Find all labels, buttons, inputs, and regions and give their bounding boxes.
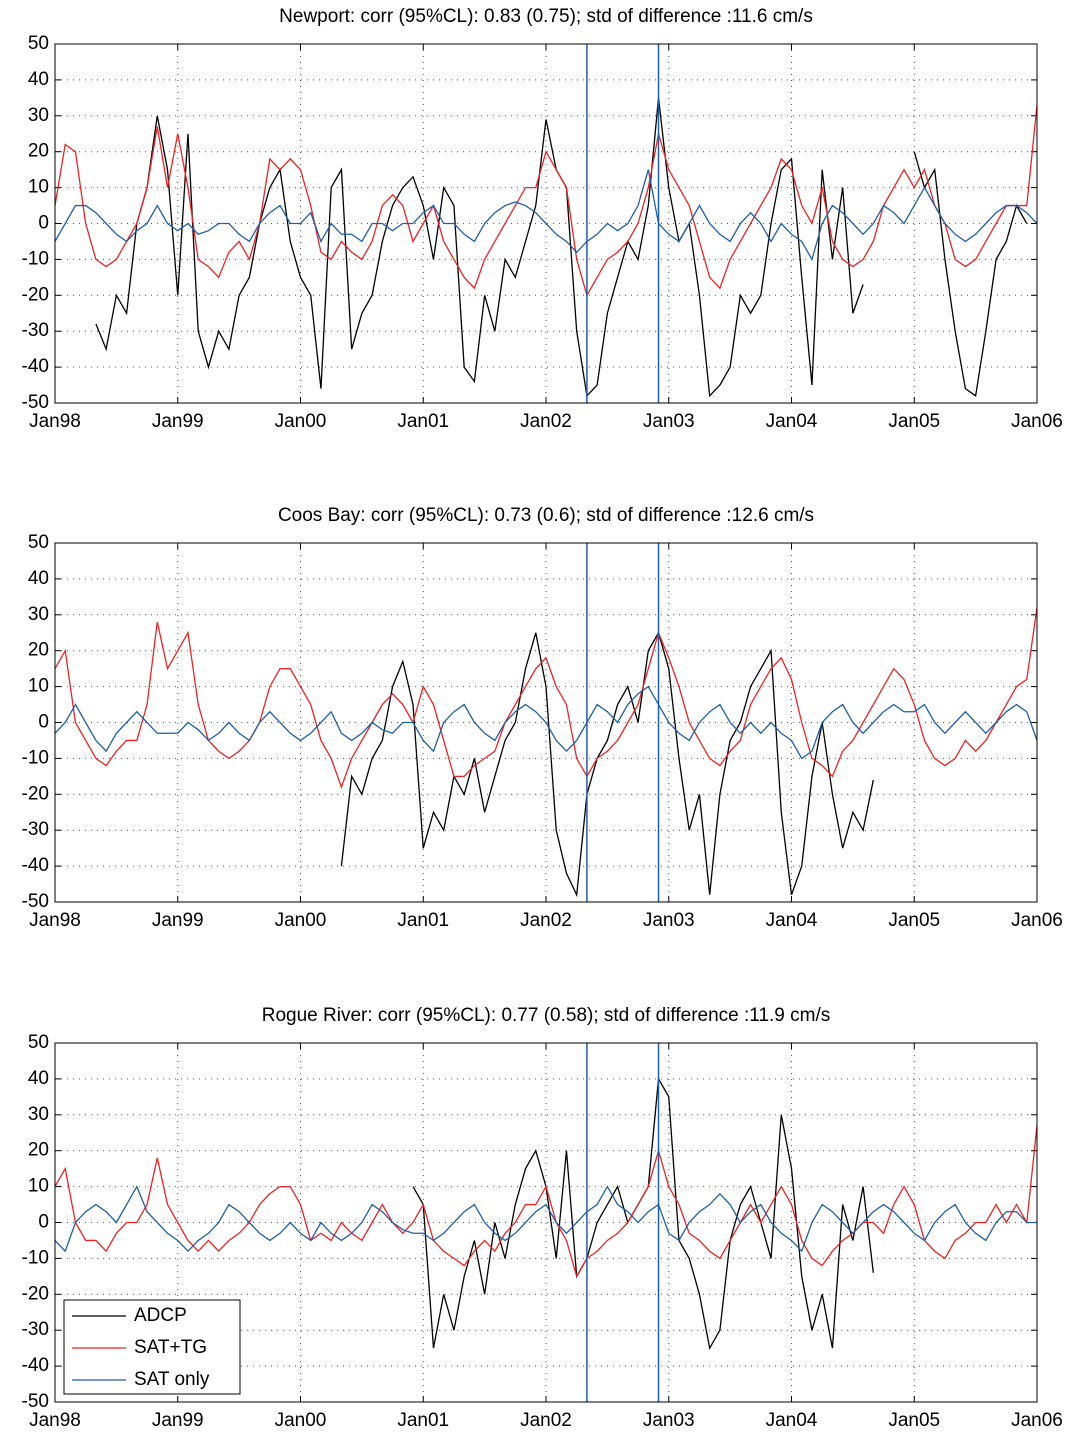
x-tick-label: Jan04	[766, 411, 818, 432]
x-tick-label: Jan98	[29, 411, 81, 432]
y-tick-label: -10	[22, 248, 49, 269]
x-tick-label: Jan00	[275, 1410, 327, 1431]
y-tick-label: 50	[28, 532, 49, 553]
y-tick-label: 10	[28, 1176, 49, 1197]
x-tick-label: Jan01	[397, 411, 449, 432]
y-tick-label: 10	[28, 177, 49, 198]
x-tick-label: Jan00	[275, 411, 327, 432]
axes-box	[54, 43, 1038, 404]
x-tick-label: Jan04	[766, 910, 818, 931]
x-tick-label: Jan02	[520, 910, 572, 931]
x-tick-label: Jan00	[275, 910, 327, 931]
x-tick-label: Jan03	[643, 1410, 695, 1431]
y-tick-label: -10	[22, 747, 49, 768]
y-tick-label: -30	[22, 320, 49, 341]
y-tick-label: -20	[22, 783, 49, 804]
y-tick-label: -50	[22, 1391, 49, 1412]
legend-label: SAT only	[134, 1369, 210, 1390]
y-tick-label: 30	[28, 1104, 49, 1125]
x-tick-label: Jan02	[520, 1410, 572, 1431]
series-line	[55, 607, 1037, 790]
y-tick-label: 40	[28, 568, 49, 589]
y-tick-label: 20	[28, 141, 49, 162]
chart-title: Coos Bay: corr (95%CL): 0.73 (0.6); std …	[278, 505, 814, 526]
legend: ADCP SAT+TG SAT only	[63, 1299, 241, 1395]
y-tick-label: 40	[28, 69, 49, 90]
series-line	[340, 631, 874, 898]
axes-box	[54, 1042, 1038, 1403]
y-tick-label: -50	[22, 891, 49, 912]
y-tick-label: -40	[22, 855, 49, 876]
y-tick-label: 0	[38, 712, 49, 733]
x-tick-label: Jan99	[152, 910, 204, 931]
x-tick-label: Jan04	[766, 1410, 818, 1431]
y-tick-label: 50	[28, 33, 49, 54]
y-tick-label: -40	[22, 1355, 49, 1376]
y-tick-label: -50	[22, 392, 49, 413]
y-tick-label: -10	[22, 1247, 49, 1268]
y-tick-label: 30	[28, 604, 49, 625]
x-tick-label: Jan05	[888, 910, 940, 931]
panel: Newport: corr (95%CL): 0.83 (0.75); std …	[22, 6, 1063, 432]
x-tick-label: Jan98	[29, 1410, 81, 1431]
x-tick-label: Jan06	[1011, 1410, 1063, 1431]
legend-label: SAT+TG	[134, 1337, 207, 1358]
axes-box	[54, 542, 1038, 903]
x-tick-label: Jan99	[152, 1410, 204, 1431]
y-tick-label: -30	[22, 1319, 49, 1340]
y-tick-label: 0	[38, 1212, 49, 1233]
chart-title: Rogue River: corr (95%CL): 0.77 (0.58); …	[262, 1005, 831, 1026]
panel: Rogue River: corr (95%CL): 0.77 (0.58); …	[22, 1005, 1063, 1431]
x-tick-label: Jan02	[520, 411, 572, 432]
panel: Coos Bay: corr (95%CL): 0.73 (0.6); std …	[22, 505, 1063, 931]
x-tick-label: Jan06	[1011, 411, 1063, 432]
series-line	[55, 685, 1037, 760]
x-tick-label: Jan98	[29, 910, 81, 931]
y-tick-label: 10	[28, 676, 49, 697]
x-tick-label: Jan03	[643, 411, 695, 432]
x-tick-label: Jan06	[1011, 910, 1063, 931]
series-line	[55, 1125, 1037, 1279]
y-tick-label: -20	[22, 284, 49, 305]
y-tick-label: 40	[28, 1068, 49, 1089]
x-tick-label: Jan01	[397, 910, 449, 931]
x-tick-label: Jan01	[397, 1410, 449, 1431]
series-line	[55, 1185, 1037, 1253]
x-tick-label: Jan03	[643, 910, 695, 931]
series-line	[55, 104, 1037, 297]
y-tick-label: 20	[28, 640, 49, 661]
x-tick-label: Jan99	[152, 411, 204, 432]
y-tick-label: -30	[22, 819, 49, 840]
x-tick-label: Jan05	[888, 411, 940, 432]
series-line	[95, 97, 1028, 398]
legend-label: ADCP	[134, 1305, 187, 1326]
y-tick-label: 30	[28, 105, 49, 126]
chart-title: Newport: corr (95%CL): 0.83 (0.75); std …	[279, 6, 813, 27]
y-tick-label: -20	[22, 1283, 49, 1304]
x-tick-label: Jan05	[888, 1410, 940, 1431]
series-line	[55, 169, 1037, 262]
y-tick-label: 20	[28, 1140, 49, 1161]
y-tick-label: -40	[22, 356, 49, 377]
y-tick-label: 0	[38, 213, 49, 234]
y-tick-label: 50	[28, 1032, 49, 1053]
